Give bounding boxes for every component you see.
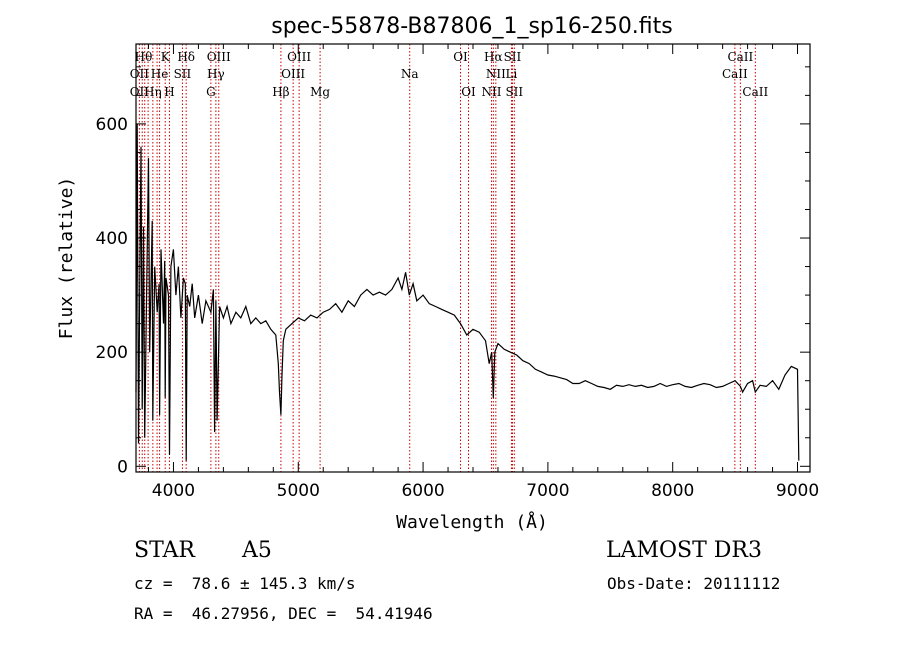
line-markers — [138, 44, 756, 472]
line-marker-label: Li — [506, 67, 518, 81]
x-tick-label: 6000 — [401, 481, 444, 501]
y-axis-label: Flux (relative) — [56, 177, 77, 340]
line-marker-label: SII — [505, 85, 523, 99]
line-marker-label: OIII — [281, 67, 305, 81]
x-tick-label: 5000 — [277, 481, 320, 501]
line-marker-label: G — [206, 85, 216, 99]
line-marker-label: Mg — [310, 85, 330, 99]
line-marker-label: K — [161, 50, 171, 64]
x-axis-label: Wavelength (Å) — [396, 511, 548, 533]
line-marker-label: Hα — [484, 50, 503, 64]
object-class: STAR — [134, 538, 195, 563]
y-tick-label: 400 — [96, 229, 128, 249]
x-tick-label: 8000 — [651, 481, 694, 501]
y-tick-label: 600 — [96, 115, 128, 135]
x-tick-label: 7000 — [526, 481, 569, 501]
line-marker-label: NII — [481, 85, 501, 99]
obs-date-text: Obs-Date: 20111112 — [607, 574, 781, 593]
redshift-text: cz = 78.6 ± 145.3 km/s — [134, 574, 356, 593]
y-tick-label: 0 — [117, 457, 128, 477]
object-subclass: A5 — [242, 538, 272, 563]
chart-title: spec-55878-B87806_1_sp16-250.fits — [271, 14, 673, 39]
line-marker-label: He — [151, 67, 169, 81]
line-marker-label: SII — [174, 67, 192, 81]
line-marker-label: Hγ — [207, 67, 225, 81]
line-marker-label: Na — [401, 67, 419, 81]
line-marker-label: SII — [504, 50, 522, 64]
line-marker-label: OII — [130, 67, 150, 81]
x-tick-label: 9000 — [776, 481, 819, 501]
y-axis-ticks: 0 200 400 600 — [96, 66, 810, 477]
line-marker-label: OIII — [287, 50, 311, 64]
line-marker-label: H — [164, 85, 174, 99]
line-marker-label: OIII — [207, 50, 231, 64]
line-marker-label: Hβ — [272, 85, 289, 99]
survey-name: LAMOST DR3 — [606, 538, 762, 563]
x-axis-ticks: 4000 5000 6000 7000 8000 9000 — [147, 44, 819, 501]
line-marker-label: OII — [130, 85, 150, 99]
spectrum-line — [135, 123, 800, 461]
plot-frame — [135, 43, 811, 473]
line-marker-label: OI — [461, 85, 476, 99]
line-marker-label: CaII — [727, 50, 753, 64]
line-marker-label: Hδ — [177, 50, 195, 64]
line-marker-label: Hη — [144, 85, 162, 99]
line-marker-label: CaII — [722, 67, 748, 81]
coords-text: RA = 46.27956, DEC = 54.41946 — [134, 604, 433, 623]
x-tick-label: 4000 — [152, 481, 195, 501]
y-tick-label: 200 — [96, 343, 128, 363]
line-marker-label: NII — [486, 67, 506, 81]
line-marker-label: CaII — [742, 85, 768, 99]
line-marker-label: Hθ — [135, 50, 153, 64]
line-marker-label: OI — [453, 50, 468, 64]
